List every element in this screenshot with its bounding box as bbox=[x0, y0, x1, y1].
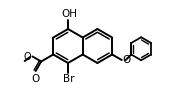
Text: OH: OH bbox=[61, 9, 77, 19]
Text: O: O bbox=[24, 52, 31, 61]
Text: O: O bbox=[123, 55, 131, 65]
Text: Br: Br bbox=[63, 74, 75, 84]
Text: O: O bbox=[32, 74, 40, 84]
